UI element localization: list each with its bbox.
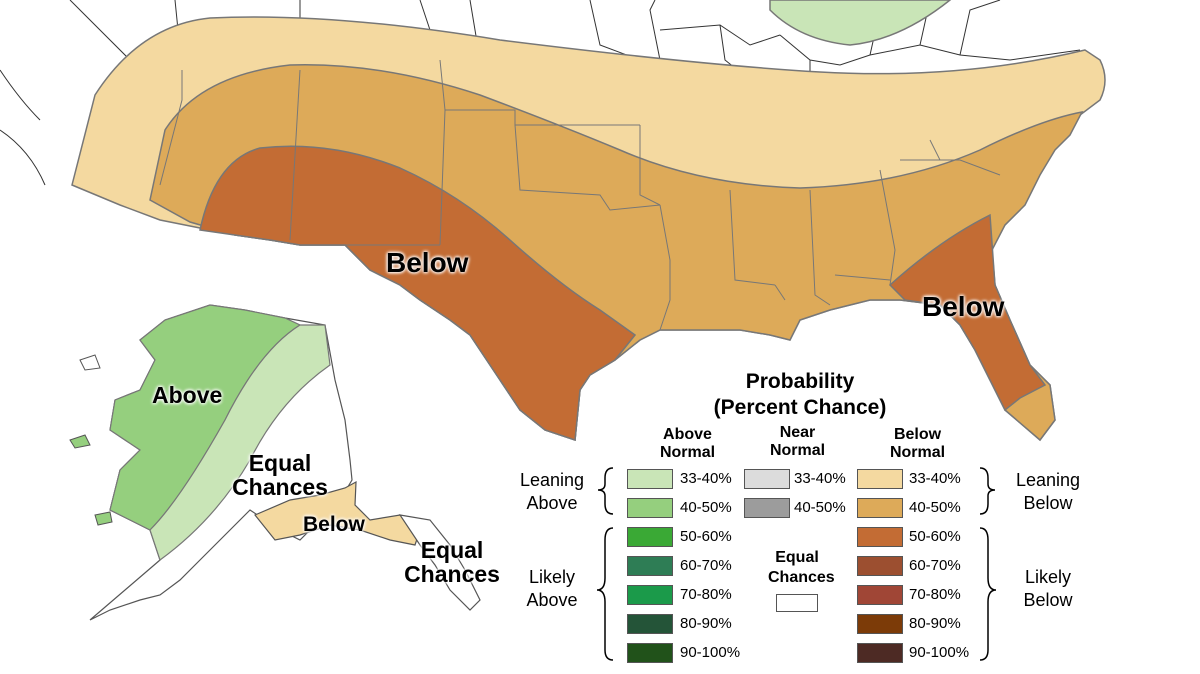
conus-below-50-60-east-zone [888,213,1047,412]
legend-above-label-2: 40-50% [680,499,732,516]
legend-below-label-3: 50-60% [909,528,961,545]
legend-above-swatch-3 [627,527,673,547]
legend-braces [596,467,997,661]
alaska-equal-chances-label-2: Equal Chances [404,537,500,588]
legend-above-label-6: 80-90% [680,615,732,632]
legend-title: Probability (Percent Chance) [650,369,950,421]
legend-above-label-3: 50-60% [680,528,732,545]
alaska-below-label: Below [303,513,365,536]
legend-above-swatch-4 [627,556,673,576]
greatlakes-above-zone [769,0,952,46]
legend-below-label-6: 80-90% [909,615,961,632]
legend-leaning-above: Leaning Above [519,470,585,513]
band-state-boundaries [159,59,1001,331]
legend-col-above-text: Above Normal [659,426,716,461]
legend-above-label-5: 70-80% [680,586,732,603]
legend-above-swatch-6 [627,614,673,634]
legend-below-swatch-5 [857,585,903,605]
legend-above-swatch-1 [627,469,673,489]
legend-above-swatch-2 [627,498,673,518]
alaska-above-label: Above [152,382,223,408]
legend-col-below-text: Below Normal [889,426,946,461]
legend-title-line1: Probability [745,370,855,393]
alaska [69,304,481,621]
conus-below-east-label: Below [922,291,1005,322]
legend-below-label-2: 40-50% [909,499,961,516]
alaska-above-33-40-zone [149,324,331,561]
legend-above-label-7: 90-100% [680,644,741,661]
legend-near-swatch-1 [744,469,790,489]
legend-below-label-7: 90-100% [909,644,970,661]
legend-col-above: Above Normal [640,426,735,462]
legend-leaning-below: Leaning Below [1015,470,1081,513]
legend-above-swatch-7 [627,643,673,663]
legend-near-label-2: 40-50% [794,499,846,516]
legend-likely-below: Likely Below [1023,567,1073,610]
legend-likely-above: Likely Above [526,567,578,610]
alaska-panhandle [398,514,481,611]
legend-below-swatch-3 [857,527,903,547]
legend-near-swatch-2 [744,498,790,518]
legend-below-label-1: 33-40% [909,470,961,487]
conus-below-west-label: Below [386,247,469,278]
conus-below-50-60-west-zone [199,145,637,442]
legend-below-swatch-6 [857,614,903,634]
legend-col-near: Near Normal [760,424,835,460]
legend-col-below: Below Normal [870,426,965,462]
legend-near-label-1: 33-40% [794,470,846,487]
legend-above-label-1: 33-40% [680,470,732,487]
conus-below-40-50-zone [149,64,1084,442]
legend-col-near-text: Near Normal [769,424,826,459]
legend-below-swatch-2 [857,498,903,518]
legend-below-label-4: 60-70% [909,557,961,574]
legend-equal-chances-swatch [776,594,818,612]
legend-title-line2: (Percent Chance) [713,396,887,419]
legend-below-swatch-7 [857,643,903,663]
legend-below-swatch-4 [857,556,903,576]
legend-equal-chances-label: Equal Chances [768,549,835,586]
legend-above-swatch-5 [627,585,673,605]
alaska-equal-chances-label: Equal Chances [232,450,328,501]
legend-below-swatch-1 [857,469,903,489]
legend-below-label-5: 70-80% [909,586,961,603]
legend-above-label-4: 60-70% [680,557,732,574]
